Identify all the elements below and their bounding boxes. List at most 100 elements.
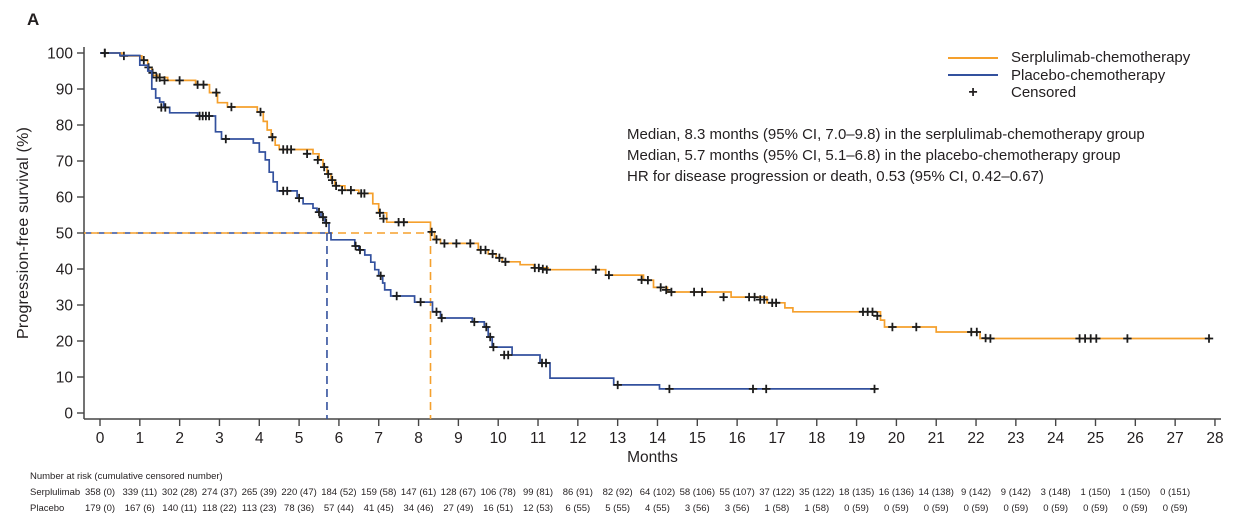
x-tick-label: 6 <box>335 430 344 447</box>
risk-value: 220 (47) <box>281 487 317 498</box>
risk-value: 16 (136) <box>878 487 915 498</box>
risk-value: 302 (28) <box>161 487 198 498</box>
x-tick-label: 17 <box>768 430 785 447</box>
y-tick-label: 60 <box>56 190 74 207</box>
legend-label: Serplulimab-chemotherapy <box>1011 49 1191 67</box>
x-tick-label: 21 <box>928 430 945 447</box>
x-tick-label: 20 <box>888 430 906 447</box>
risk-value: 35 (122) <box>799 487 835 498</box>
risk-value: 0 (151) <box>1160 487 1191 498</box>
annotation-line: Median, 8.3 months (95% CI, 7.0–9.8) in … <box>627 126 1145 143</box>
risk-value: 140 (11) <box>162 503 197 514</box>
y-tick-label: 80 <box>56 118 74 135</box>
risk-value: 118 (22) <box>202 503 237 514</box>
x-tick-label: 23 <box>1007 430 1024 447</box>
legend-label: Placebo-chemotherapy <box>1011 66 1166 84</box>
risk-value: 0 (59) <box>1122 503 1148 514</box>
x-tick-label: 2 <box>175 430 184 447</box>
x-tick-label: 25 <box>1087 430 1104 447</box>
x-tick-label: 16 <box>728 430 745 447</box>
risk-value: 274 (37) <box>201 487 238 498</box>
serplulimab-line-swatch-icon <box>948 56 998 59</box>
x-tick-label: 7 <box>374 430 383 447</box>
risk-value: 0 (59) <box>883 503 909 514</box>
x-tick-label: 13 <box>609 430 626 447</box>
x-tick-label: 0 <box>96 430 105 447</box>
x-tick-label: 5 <box>295 430 304 447</box>
risk-value: 82 (92) <box>602 487 633 498</box>
y-axis-title: Progression-free survival (%) <box>15 126 32 340</box>
y-tick-label: 10 <box>56 370 74 387</box>
risk-value: 0 (59) <box>1043 503 1069 514</box>
risk-value: 27 (49) <box>443 503 474 514</box>
legend: Serplulimab-chemotherapy Placebo-chemoth… <box>948 49 1190 102</box>
x-tick-label: 19 <box>848 430 865 447</box>
x-tick-label: 11 <box>530 430 546 447</box>
risk-row-label-serplulimab: Serplulimab <box>30 487 81 498</box>
x-tick-label: 24 <box>1047 430 1065 447</box>
risk-value: 37 (122) <box>759 487 795 498</box>
x-tick-label: 8 <box>414 430 423 447</box>
risk-value: 78 (36) <box>284 503 315 514</box>
y-tick-label: 90 <box>56 82 74 99</box>
risk-value: 9 (142) <box>960 487 992 498</box>
risk-value: 5 (55) <box>605 503 631 514</box>
annotation-line: HR for disease progression or death, 0.5… <box>627 168 1044 185</box>
x-axis-title: Months <box>627 449 678 466</box>
x-tick-label: 15 <box>689 430 706 447</box>
x-tick-label: 14 <box>649 430 667 447</box>
annotation-line: Median, 5.7 months (95% CI, 5.1–6.8) in … <box>627 147 1121 164</box>
y-tick-label: 50 <box>56 226 74 243</box>
placebo-line-swatch-icon <box>948 74 998 77</box>
panel-label: A <box>27 10 40 29</box>
median-annotation: Median, 8.3 months (95% CI, 7.0–9.8) in … <box>627 124 1145 187</box>
risk-value: 339 (11) <box>122 487 158 498</box>
y-tick-label: 70 <box>56 154 74 171</box>
risk-value: 58 (106) <box>679 487 715 498</box>
risk-value: 64 (102) <box>639 487 676 498</box>
y-tick-label: 20 <box>56 334 74 351</box>
risk-value: 0 (59) <box>923 503 949 514</box>
x-tick-label: 27 <box>1167 430 1184 447</box>
risk-value: 3 (56) <box>724 503 750 514</box>
risk-value: 358 (0) <box>84 487 116 498</box>
risk-row-label-placebo: Placebo <box>30 503 65 514</box>
risk-value: 18 (135) <box>838 487 875 498</box>
risk-value: 9 (142) <box>1000 487 1031 498</box>
legend-label: Censored <box>1011 84 1077 102</box>
risk-value: 55 (107) <box>719 487 755 498</box>
x-tick-label: 26 <box>1127 430 1144 447</box>
risk-value: 167 (6) <box>124 503 155 514</box>
risk-value: 1 (58) <box>764 503 790 514</box>
x-tick-label: 1 <box>136 430 145 447</box>
risk-value: 0 (59) <box>844 503 869 514</box>
risk-value: 41 (45) <box>363 503 394 514</box>
risk-value: 147 (61) <box>400 487 437 498</box>
risk-value: 0 (59) <box>1083 503 1108 514</box>
x-tick-label: 12 <box>569 430 586 447</box>
risk-value: 0 (59) <box>1162 503 1188 514</box>
risk-value: 1 (58) <box>804 503 830 514</box>
x-tick-label: 10 <box>490 430 508 447</box>
risk-value: 128 (67) <box>440 487 477 498</box>
y-tick-label: 40 <box>56 262 74 279</box>
risk-value: 0 (59) <box>963 503 989 514</box>
risk-value: 12 (53) <box>522 503 554 514</box>
x-tick-label: 9 <box>454 430 463 447</box>
x-tick-label: 3 <box>215 430 224 447</box>
risk-value: 16 (51) <box>483 503 514 514</box>
risk-value: 184 (52) <box>321 487 357 498</box>
x-tick-label: 18 <box>808 430 825 447</box>
number-at-risk-header: Number at risk (cumulative censored numb… <box>30 471 223 482</box>
risk-value: 265 (39) <box>241 487 277 498</box>
survival-curve-placebo <box>100 52 877 390</box>
risk-value: 159 (58) <box>361 487 397 498</box>
risk-value: 1 (150) <box>1120 487 1151 498</box>
risk-value: 34 (46) <box>403 503 434 514</box>
risk-value: 86 (91) <box>562 487 593 498</box>
legend-item-censored: + Censored <box>948 84 1190 102</box>
censor-marks-placebo <box>100 48 879 394</box>
